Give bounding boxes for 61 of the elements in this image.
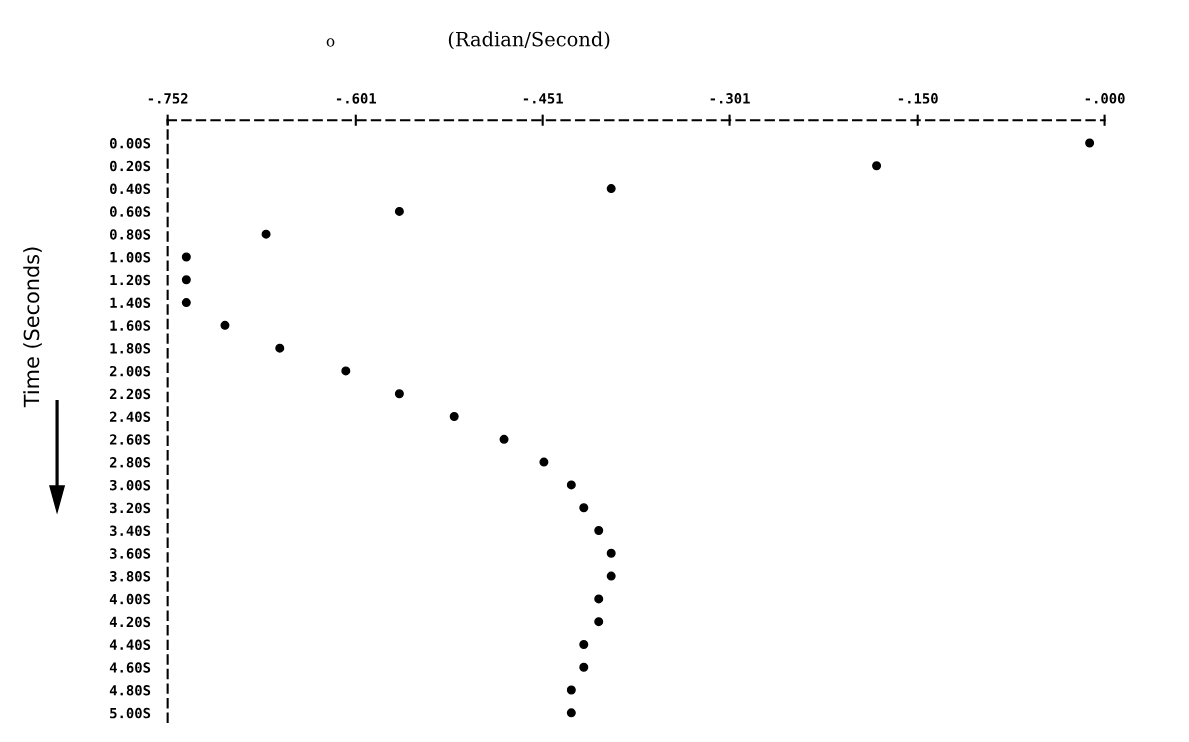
y-tick-label: 3.00S — [110, 479, 151, 491]
point — [539, 457, 549, 467]
point — [579, 503, 589, 513]
y-tick-label: 3.60S — [110, 548, 151, 559]
x-tick-label: -.000 — [1085, 93, 1125, 104]
y-tick-label: 1.00S — [110, 251, 151, 263]
x-tick-label: -.150 — [898, 93, 938, 104]
point — [181, 252, 191, 262]
y-tick-label: 1.80S — [110, 343, 151, 354]
y-tick-label: 2.80S — [109, 457, 151, 468]
x-tick-label: -.451 — [523, 93, 563, 104]
point — [566, 685, 576, 695]
point — [341, 366, 351, 376]
chart-title: (Radian/Second) — [448, 31, 610, 50]
y-tick-label: 2.00S — [109, 365, 151, 377]
y-tick-label: 3.40S — [110, 525, 151, 536]
y-tick-label: 4.40S — [109, 639, 151, 650]
y-tick-label: 4.80S — [109, 685, 151, 696]
point — [566, 480, 576, 490]
y-tick-label: 0.20S — [110, 160, 151, 172]
point — [220, 320, 230, 330]
y-tick-label: 5.00S — [110, 707, 151, 719]
x-tick-label: -.301 — [710, 93, 750, 104]
point — [606, 571, 616, 581]
y-tick-label: 1.20S — [110, 274, 151, 286]
y-tick-label: 2.20S — [109, 388, 151, 400]
point — [579, 639, 589, 649]
y-tick-label: 2.60S — [109, 434, 151, 445]
y-tick-label: 3.20S — [110, 502, 151, 514]
point — [594, 594, 604, 604]
y-tick-label: 1.60S — [110, 320, 151, 331]
text: o — [326, 38, 335, 47]
point — [181, 298, 191, 308]
y-tick-label: 1.40S — [110, 297, 151, 309]
point — [606, 184, 616, 194]
y-tick-label: 0.40S — [110, 183, 151, 195]
point — [606, 548, 616, 558]
y-tick-label: 0.60S — [110, 206, 151, 217]
point — [261, 229, 271, 239]
y-tick-label: 4.60S — [109, 662, 151, 673]
y-tick-label: 4.20S — [109, 616, 151, 628]
y-tick-label: 4.00S — [109, 593, 151, 605]
point — [566, 708, 576, 718]
point — [394, 389, 404, 399]
x-tick-label: -.601 — [336, 93, 377, 104]
x-tick-label: -.752 — [148, 93, 188, 104]
point — [394, 206, 404, 216]
point — [1085, 138, 1095, 148]
point — [594, 617, 604, 627]
point — [579, 662, 589, 672]
point — [275, 343, 285, 353]
point — [594, 525, 604, 535]
point — [872, 161, 882, 171]
point — [449, 412, 459, 422]
y-tick-label: 0.00S — [110, 137, 151, 149]
y-axis-title: Time (Seconds) — [23, 247, 42, 408]
point — [499, 434, 509, 444]
y-tick-label: 2.40S — [109, 411, 151, 422]
y-tick-label: 0.80S — [110, 229, 151, 240]
point — [181, 275, 191, 285]
y-tick-label: 3.80S — [110, 571, 151, 582]
